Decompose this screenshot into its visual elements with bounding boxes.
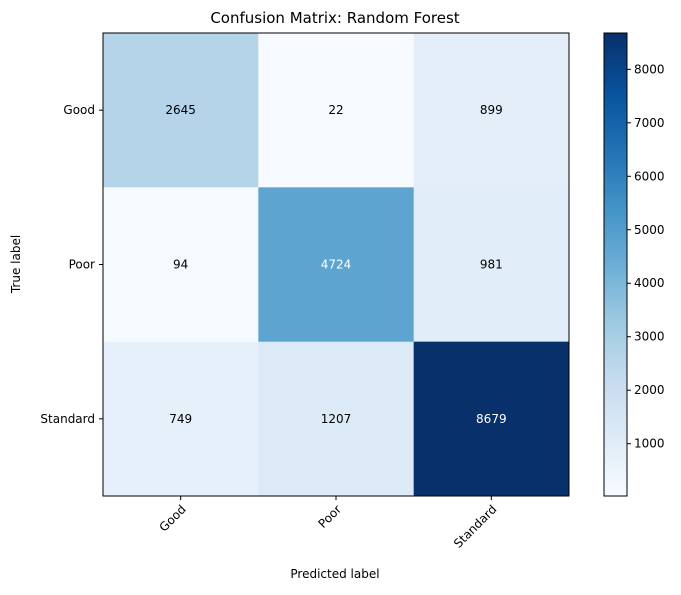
- cell-value-label: 899: [480, 103, 503, 117]
- y-tick-label: Poor: [69, 258, 95, 272]
- y-tick-label: Standard: [40, 412, 95, 426]
- y-tick-label: Good: [63, 103, 95, 117]
- x-tick-label: Good: [157, 502, 189, 534]
- heatmap-cell: [258, 187, 415, 343]
- heatmap-cell: [413, 33, 570, 188]
- cell-value-label: 749: [169, 412, 192, 426]
- chart-title: Confusion Matrix: Random Forest: [210, 9, 459, 27]
- cell-value-label: 94: [173, 258, 188, 272]
- x-tick-label: Standard: [451, 502, 500, 551]
- heatmap-cell: [103, 341, 259, 497]
- heatmap-cell: [413, 187, 570, 343]
- cell-value-label: 8679: [476, 412, 507, 426]
- x-axis-label: Predicted label: [290, 567, 379, 581]
- cell-value-label: 2645: [165, 103, 196, 117]
- colorbar-tick-label: 8000: [634, 62, 665, 76]
- colorbar: 1000 2000 3000 4000 5000 6000 7000 8000: [603, 32, 665, 497]
- heatmap-cells: 2645 22 899 94 4724 981 749 1207 8679: [103, 33, 570, 497]
- cell-value-label: 981: [480, 258, 503, 272]
- x-tick-label: Poor: [316, 502, 345, 531]
- heatmap-cell: [258, 341, 415, 497]
- cell-value-label: 22: [328, 103, 343, 117]
- cell-value-label: 4724: [321, 258, 352, 272]
- colorbar-gradient: [603, 32, 628, 497]
- colorbar-tick-label: 6000: [634, 169, 665, 183]
- cell-value-label: 1207: [321, 412, 352, 426]
- heatmap-cell: [413, 341, 570, 497]
- heatmap-cell: [103, 187, 259, 343]
- colorbar-tick-label: 4000: [634, 276, 665, 290]
- colorbar-tick-label: 1000: [634, 437, 665, 451]
- y-axis-label: True label: [9, 235, 23, 294]
- colorbar-tick-label: 7000: [634, 116, 665, 130]
- colorbar-tick-label: 2000: [634, 383, 665, 397]
- colorbar-tick-label: 3000: [634, 330, 665, 344]
- heatmap-cell: [258, 33, 415, 188]
- heatmap-cell: [103, 33, 259, 188]
- colorbar-tick-label: 5000: [634, 223, 665, 237]
